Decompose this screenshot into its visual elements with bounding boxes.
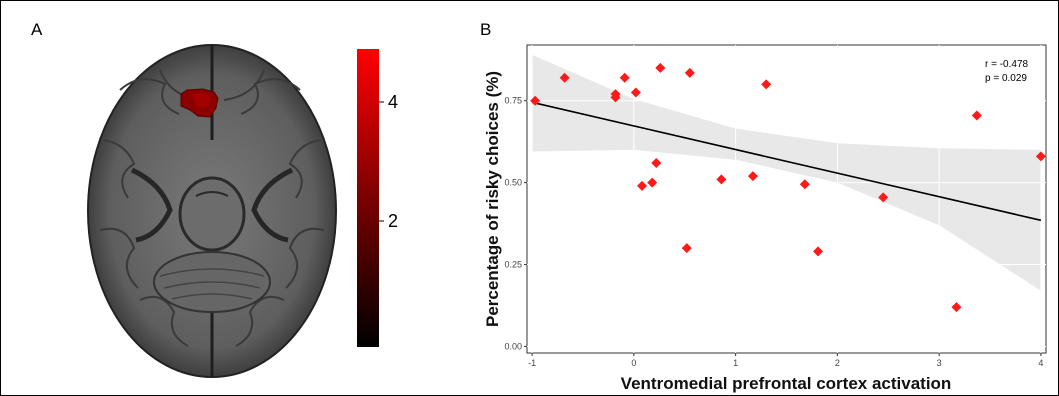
data-point: [1035, 151, 1046, 162]
data-point: [799, 179, 810, 190]
y-axis-ticks: 0.00 0.25 0.50 0.75: [504, 96, 527, 351]
x-tick-label: 1: [733, 358, 738, 368]
scatter-plot: -1 0 1 2 3 4 0.00 0.25 0.50 0.75 r = -0.478 p = …: [483, 44, 1047, 393]
data-points: [530, 62, 1046, 313]
left-sylvian-fissure: [130, 167, 173, 243]
data-point: [651, 157, 662, 168]
data-point: [630, 87, 641, 98]
x-tick-label: -1: [528, 358, 536, 368]
data-point: [761, 79, 772, 90]
brain-slice: [87, 44, 337, 378]
data-point: [747, 171, 758, 182]
panel-label-b: B: [480, 20, 492, 39]
x-axis-ticks: -1 0 1 2 3 4: [528, 353, 1043, 368]
data-point: [647, 177, 658, 188]
data-point: [951, 302, 962, 313]
colorbar-label-2: 2: [388, 211, 398, 231]
y-axis-title: Percentage of risky choices (%): [483, 71, 502, 327]
data-point: [530, 95, 541, 106]
x-tick-label: 0: [631, 358, 636, 368]
colorbar-gradient: [357, 49, 379, 347]
data-point: [878, 192, 889, 203]
colorbar: 4 2: [357, 49, 398, 347]
x-tick-label: 3: [937, 358, 942, 368]
data-point: [610, 92, 621, 103]
colorbar-label-4: 4: [388, 92, 398, 112]
y-tick-label: 0.50: [504, 178, 522, 188]
y-tick-label: 0.00: [504, 341, 522, 351]
right-sylvian-fissure: [251, 167, 294, 243]
y-tick-label: 0.75: [504, 96, 522, 106]
panel-label-a: A: [31, 20, 43, 39]
data-point: [636, 180, 647, 191]
data-point: [619, 72, 630, 83]
stat-p: p = 0.029: [985, 73, 1027, 84]
data-point: [559, 72, 570, 83]
data-point: [716, 174, 727, 185]
gyri-texture: [99, 69, 325, 347]
stat-r: r = -0.478: [985, 59, 1029, 70]
x-tick-label: 4: [1038, 358, 1043, 368]
confidence-band: [532, 54, 1041, 291]
data-point: [655, 62, 666, 73]
x-axis-title: Ventromedial prefrontal cortex activatio…: [621, 374, 952, 393]
midbrain: [178, 176, 246, 252]
x-tick-label: 2: [835, 358, 840, 368]
data-point: [813, 246, 824, 257]
data-point: [971, 110, 982, 121]
gridlines: [527, 45, 1046, 353]
data-point: [684, 67, 695, 78]
regression-line: [531, 101, 1042, 222]
data-point: [681, 243, 692, 254]
y-tick-label: 0.25: [504, 260, 522, 270]
